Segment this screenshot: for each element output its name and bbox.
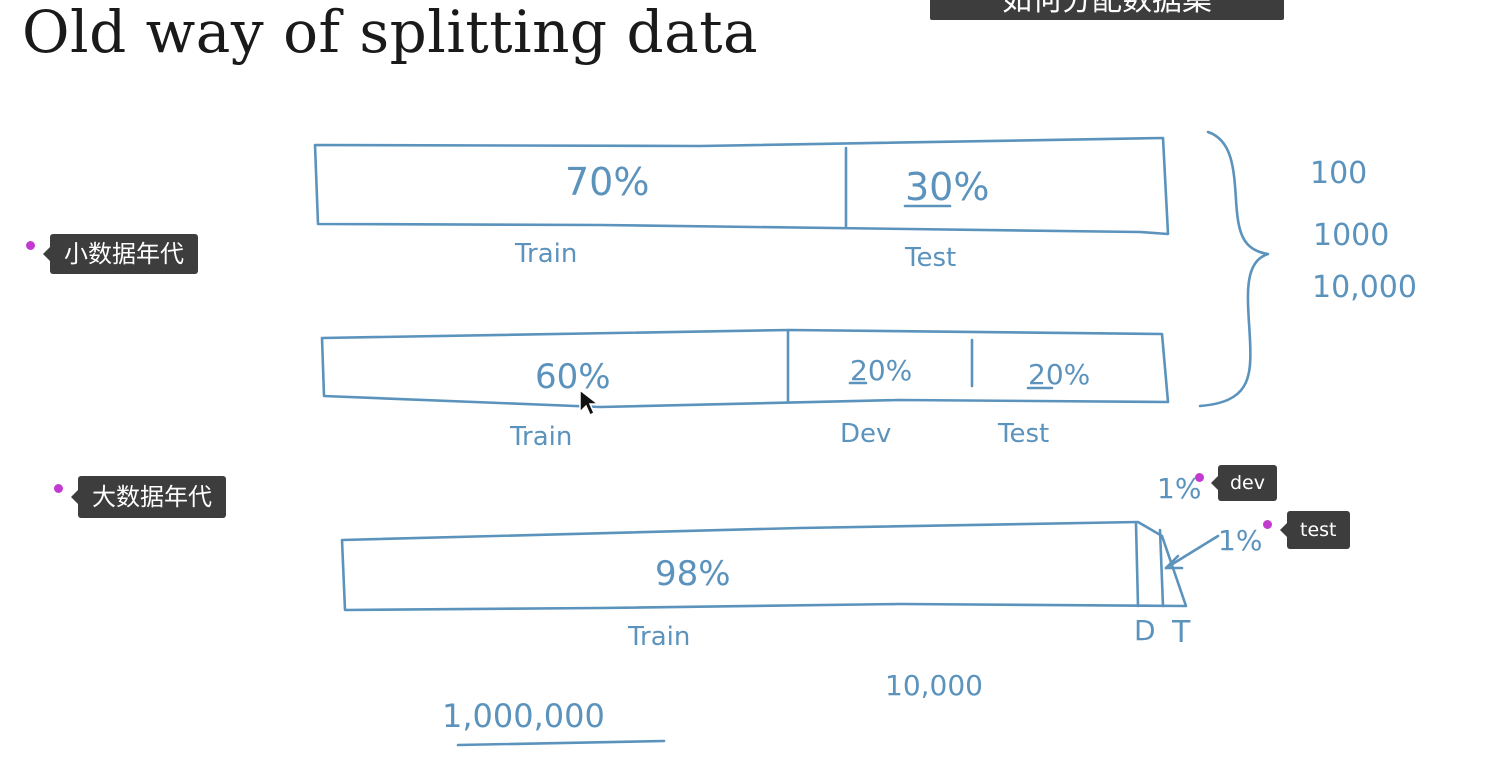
annotation-dot: [1195, 473, 1204, 482]
test-arrow-head: [1164, 554, 1184, 570]
bar3-test-pct: 1%: [1218, 524, 1262, 557]
dev-count: 10,000: [885, 669, 983, 702]
annotation-dot: [1263, 520, 1272, 529]
bar3-divider-1: [1134, 522, 1140, 608]
bar2-test-label: Test: [997, 419, 1049, 449]
bar2-train-pct: 60%: [535, 357, 611, 397]
bar2-test-pct: 20%: [1028, 358, 1090, 391]
bar2-dev-pct: 20%: [850, 354, 912, 387]
test-arrow-line: [1164, 534, 1220, 570]
bar3-test-label: T: [1171, 615, 1191, 650]
bar3-dev-label: D: [1134, 614, 1156, 647]
bar3-divider-2: [1158, 528, 1165, 608]
bar3-dev-pct: 1%: [1157, 472, 1201, 505]
bar2-train-label: Train: [509, 422, 572, 452]
bar1-train-label: Train: [514, 239, 577, 269]
big-data-era-tag: 大数据年代: [71, 476, 226, 518]
subtitle-banner: 如何分配数据集: [930, 0, 1284, 20]
bar3-train-pct: 98%: [655, 554, 731, 594]
bar3-outline: [340, 520, 1188, 612]
big-total-underline: [456, 739, 666, 747]
test-tag: test: [1280, 511, 1350, 549]
bar2-dev-label: Dev: [840, 419, 891, 449]
size-10000: 10,000: [1312, 270, 1417, 305]
dev-tag: dev: [1211, 465, 1277, 501]
annotation-dot: [26, 241, 35, 250]
bar2-outline: [320, 328, 1170, 409]
annotation-dot: [54, 484, 63, 493]
bar-small-data-three-way: 60% 20% 20% Train Dev Test: [320, 328, 1170, 452]
bar1-test-label: Test: [904, 243, 956, 273]
bar1-test-pct: 30%: [905, 165, 989, 209]
bar1-outline: [313, 136, 1170, 236]
bar-big-data: 98% 1% 1% Train D T: [340, 472, 1262, 652]
size-1000: 1000: [1313, 218, 1389, 253]
bracket-brace: [1198, 130, 1270, 408]
size-100: 100: [1310, 156, 1367, 191]
bar3-train-label: Train: [627, 622, 690, 652]
big-total: 1,000,000: [442, 697, 605, 735]
bar-small-data-two-way: 70% 30% Train Test: [313, 136, 1170, 273]
small-data-era-tag: 小数据年代: [43, 234, 198, 274]
slide-title: Old way of splitting data: [22, 0, 759, 66]
mouse-cursor-icon: [579, 388, 600, 417]
bar1-train-pct: 70%: [565, 160, 649, 204]
